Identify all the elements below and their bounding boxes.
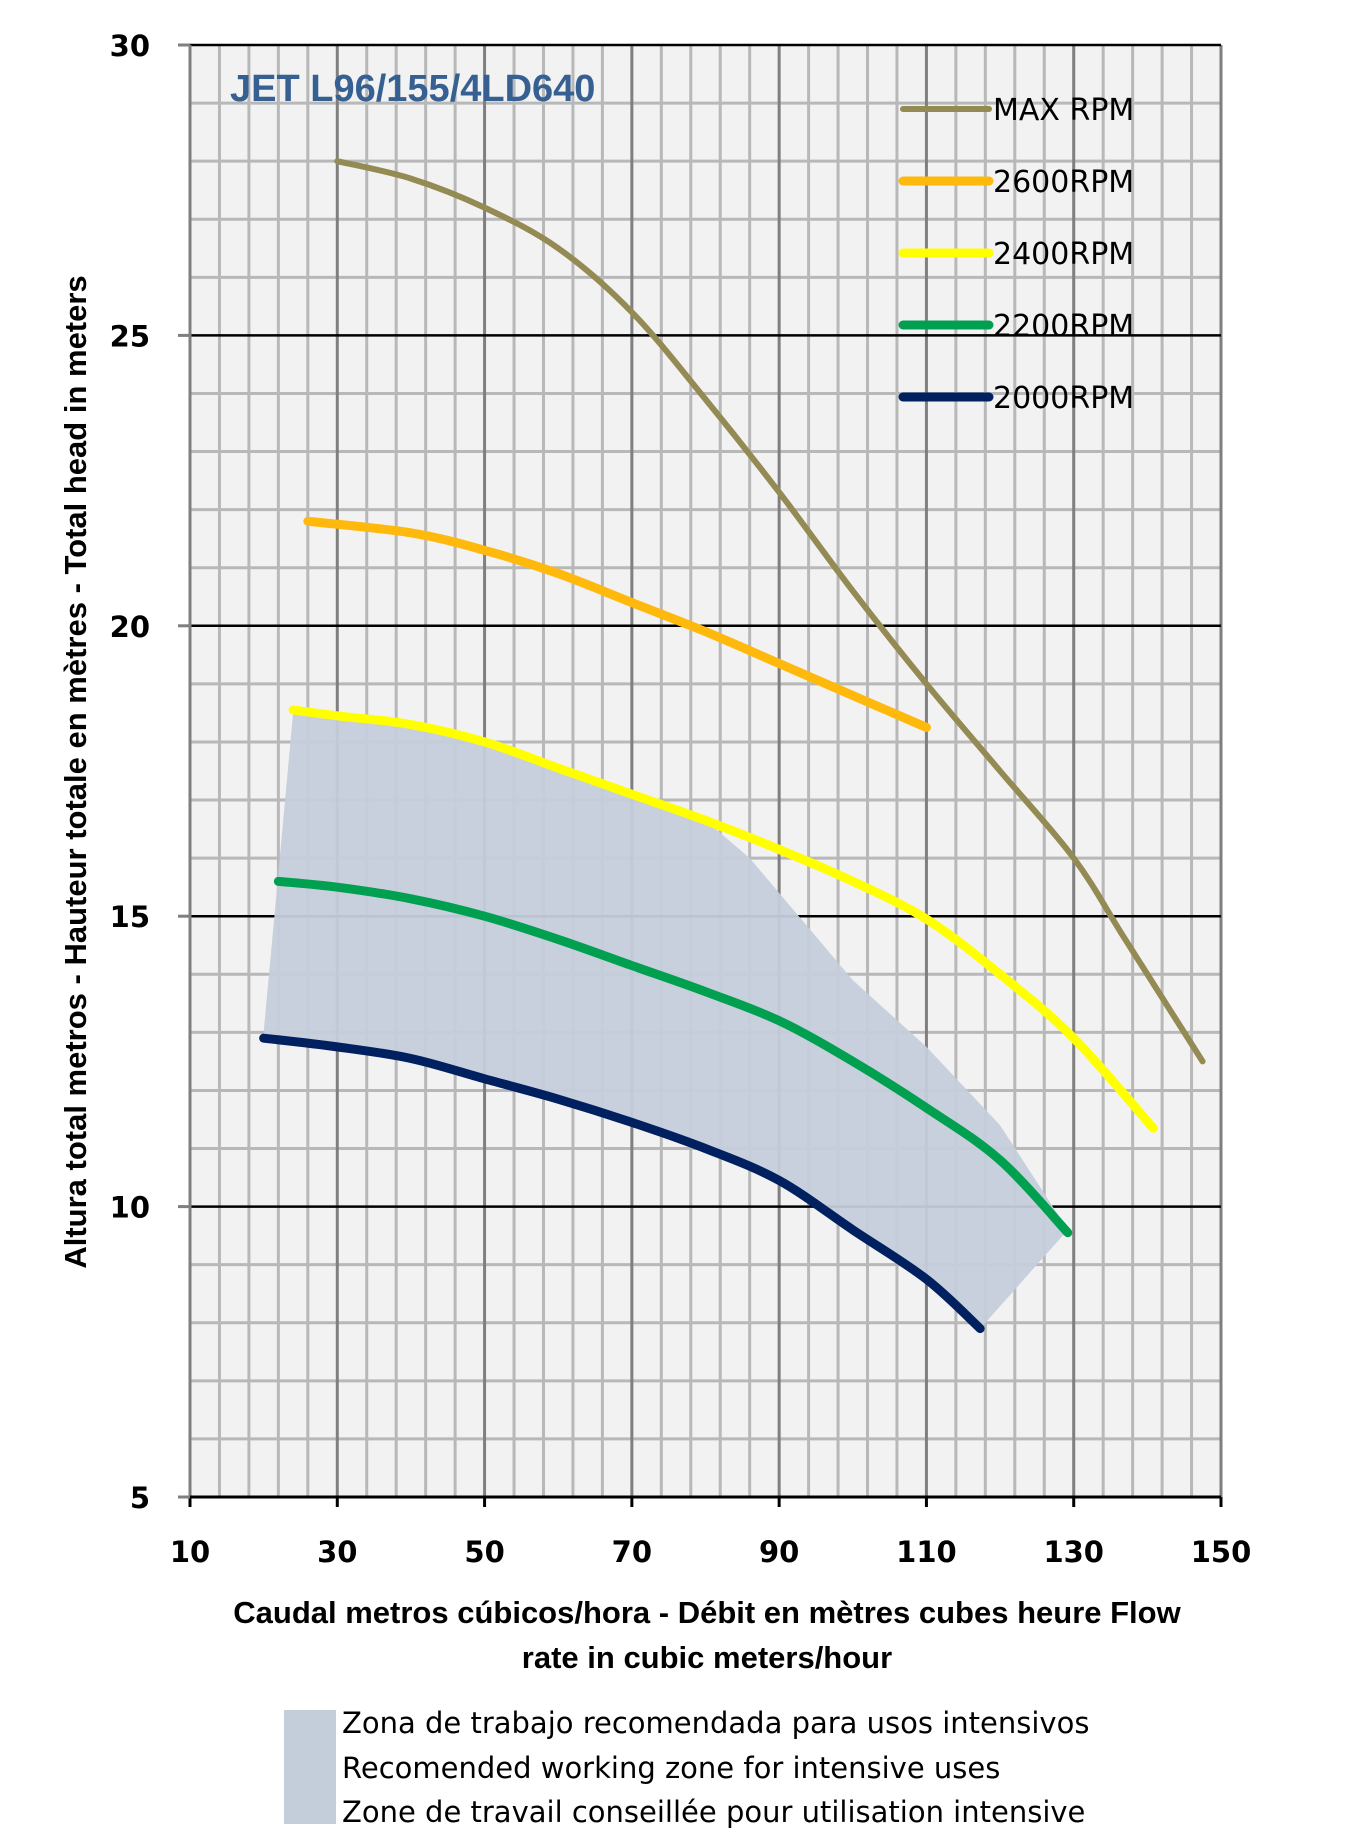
zone-legend-label-es: Zona de trabajo recomendada para usos in… (342, 1706, 1089, 1740)
x-tick-label: 150 (1191, 1535, 1252, 1569)
x-tick-label: 10 (170, 1535, 210, 1569)
legend-label: MAX RPM (993, 93, 1134, 128)
series-line-2400rpm (288, 705, 1158, 1133)
y-tick-label: 30 (110, 29, 150, 63)
chart-title: JET L96/155/4LD640 (230, 68, 595, 110)
x-axis-label-line-1: Caudal metros cúbicos/hora - Débit en mè… (233, 1595, 1181, 1630)
recommended-zone (263, 712, 1068, 1329)
legend-label: 2000RPM (993, 381, 1134, 416)
series-line-max-rpm (334, 158, 1206, 1065)
x-tick-label: 90 (759, 1535, 799, 1569)
legend: MAX RPM 2600RPM 2400RPM 2200RPM 2000RPM (898, 93, 1134, 416)
zone-legend-label-en: Recomended working zone for intensive us… (342, 1751, 1000, 1785)
x-tick-label: 30 (317, 1535, 357, 1569)
axis-ticks: 10 30 50 70 90 110 130 150 5 10 15 20 25 30 (110, 29, 1252, 1569)
series-line-2000rpm (259, 1033, 985, 1334)
legend-label: 2400RPM (993, 237, 1134, 272)
y-tick-label: 15 (110, 900, 150, 934)
y-tick-label: 10 (110, 1191, 150, 1225)
x-tick-label: 130 (1043, 1535, 1104, 1569)
series-line-2200rpm (273, 876, 1073, 1238)
legend-label: 2200RPM (993, 309, 1134, 344)
legend-label: 2600RPM (993, 165, 1134, 200)
y-axis-label: Altura total metros - Hauteur totale en … (58, 275, 93, 1268)
y-tick-label: 25 (110, 319, 150, 353)
x-tick-label: 110 (896, 1535, 957, 1569)
zone-legend-swatch (284, 1710, 336, 1824)
zone-legend-label-fr: Zone de travail conseillée pour utilisat… (342, 1795, 1085, 1829)
x-tick-label: 70 (612, 1535, 652, 1569)
x-axis-label-line-2: rate in cubic meters/hour (522, 1640, 892, 1675)
x-tick-label: 50 (464, 1535, 504, 1569)
series-line-2600rpm (303, 516, 931, 732)
y-tick-label: 20 (110, 610, 150, 644)
series-lines (259, 158, 1206, 1334)
y-tick-label: 5 (130, 1481, 150, 1515)
